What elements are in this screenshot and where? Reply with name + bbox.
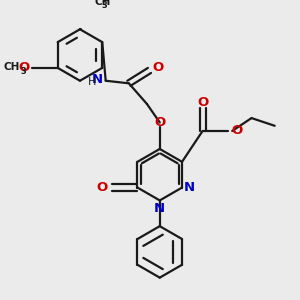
Text: O: O	[154, 116, 165, 129]
Text: O: O	[18, 61, 29, 74]
Text: 3: 3	[101, 1, 107, 10]
Text: O: O	[197, 96, 208, 110]
Text: N: N	[154, 202, 165, 215]
Text: O: O	[152, 61, 164, 74]
Text: CH: CH	[94, 0, 111, 7]
Text: O: O	[231, 124, 242, 137]
Text: N: N	[92, 73, 103, 85]
Text: N: N	[183, 181, 194, 194]
Text: O: O	[96, 181, 108, 194]
Text: H: H	[88, 77, 96, 87]
Text: 3: 3	[21, 67, 26, 76]
Text: CH: CH	[3, 61, 20, 71]
